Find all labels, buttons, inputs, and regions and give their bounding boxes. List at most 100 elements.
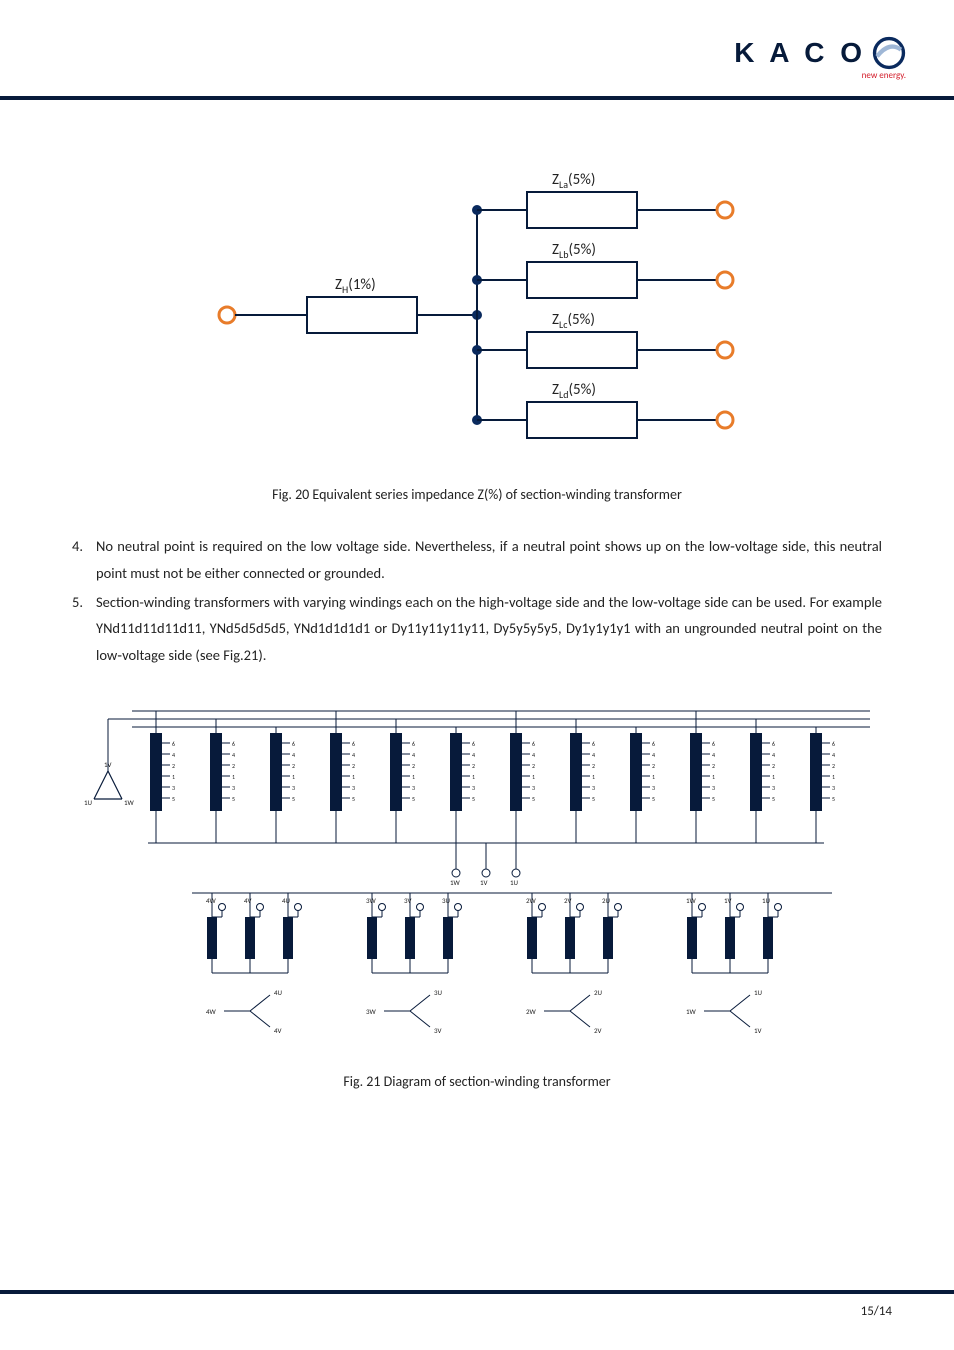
svg-text:1V: 1V (480, 878, 488, 887)
svg-text:2: 2 (172, 762, 175, 770)
svg-text:2U: 2U (602, 896, 611, 905)
svg-text:5: 5 (772, 795, 775, 803)
svg-text:6: 6 (352, 740, 355, 748)
svg-text:3V: 3V (434, 1026, 442, 1035)
fig21-caption: Fig. 21 Diagram of section-winding trans… (72, 1073, 882, 1090)
svg-text:1: 1 (712, 773, 715, 781)
svg-text:6: 6 (292, 740, 295, 748)
svg-text:1W: 1W (124, 798, 135, 807)
svg-text:2: 2 (352, 762, 355, 770)
svg-text:4W: 4W (206, 896, 217, 905)
svg-text:6: 6 (712, 740, 715, 748)
fig21: 1U 1V 1W 6 4 2 1 3 5 6 4 2 1 3 5 6 4 2 1 3 5 6 4 2 1 3 5 6 4 2 1 3 5 6 4 2 1… (72, 693, 882, 1090)
svg-text:5: 5 (472, 795, 475, 803)
svg-text:5: 5 (652, 795, 655, 803)
svg-text:4: 4 (232, 751, 235, 759)
svg-text:1: 1 (652, 773, 655, 781)
svg-text:4: 4 (832, 751, 835, 759)
svg-text:1U: 1U (754, 988, 763, 997)
svg-text:3V: 3V (404, 896, 412, 905)
svg-text:4: 4 (532, 751, 535, 759)
svg-text:5: 5 (832, 795, 835, 803)
svg-text:2: 2 (412, 762, 415, 770)
svg-text:5: 5 (352, 795, 355, 803)
svg-text:3: 3 (772, 784, 775, 792)
svg-text:3: 3 (172, 784, 175, 792)
svg-text:6: 6 (232, 740, 235, 748)
svg-text:3: 3 (592, 784, 595, 792)
svg-text:5: 5 (412, 795, 415, 803)
svg-text:2: 2 (832, 762, 835, 770)
svg-text:4V: 4V (274, 1026, 282, 1035)
svg-text:3: 3 (292, 784, 295, 792)
svg-text:1U: 1U (510, 878, 519, 887)
svg-text:1: 1 (172, 773, 175, 781)
svg-text:1U: 1U (762, 896, 771, 905)
svg-text:5: 5 (292, 795, 295, 803)
svg-text:4: 4 (292, 751, 295, 759)
svg-text:4: 4 (472, 751, 475, 759)
svg-text:2: 2 (292, 762, 295, 770)
fig20-caption: Fig. 20 Equivalent series impedance Z(%)… (72, 486, 882, 503)
page-content: ZH(1%)ZLa(5%)ZLb(5%)ZLc(5%)ZLd(5%) Fig. … (0, 100, 954, 1090)
svg-text:1W: 1W (686, 1007, 697, 1016)
svg-text:5: 5 (172, 795, 175, 803)
list-number: 4. (72, 533, 83, 560)
svg-text:6: 6 (172, 740, 175, 748)
svg-text:3: 3 (832, 784, 835, 792)
svg-text:2: 2 (592, 762, 595, 770)
list-item: 5. Section-winding transformers with var… (72, 589, 882, 669)
svg-text:2: 2 (532, 762, 535, 770)
svg-text:3: 3 (472, 784, 475, 792)
svg-text:2V: 2V (594, 1026, 602, 1035)
svg-text:3U: 3U (434, 988, 443, 997)
svg-text:3: 3 (532, 784, 535, 792)
svg-text:4: 4 (352, 751, 355, 759)
svg-text:4: 4 (412, 751, 415, 759)
svg-text:2: 2 (472, 762, 475, 770)
list-text: Section-winding transformers with varyin… (96, 593, 882, 665)
svg-text:3U: 3U (442, 896, 451, 905)
svg-text:2U: 2U (594, 988, 603, 997)
svg-text:3W: 3W (366, 1007, 377, 1016)
svg-text:4V: 4V (244, 896, 252, 905)
svg-text:6: 6 (592, 740, 595, 748)
svg-text:1W: 1W (686, 896, 697, 905)
svg-text:1: 1 (832, 773, 835, 781)
svg-text:2W: 2W (526, 1007, 537, 1016)
brand-logo: K A C O (734, 36, 906, 70)
body-list: 4. No neutral point is required on the l… (72, 533, 882, 669)
svg-text:3: 3 (232, 784, 235, 792)
page-number: 15/14 (861, 1304, 892, 1319)
svg-text:1V: 1V (724, 896, 732, 905)
svg-text:6: 6 (832, 740, 835, 748)
svg-text:4W: 4W (206, 1007, 217, 1016)
svg-text:3W: 3W (366, 896, 377, 905)
svg-text:6: 6 (532, 740, 535, 748)
brand-tagline: new energy. (862, 70, 906, 81)
svg-text:4U: 4U (282, 896, 291, 905)
svg-text:ZH(1%): ZH(1%) (335, 276, 376, 296)
svg-text:2: 2 (712, 762, 715, 770)
swoosh-icon (872, 36, 906, 70)
svg-text:ZLa(5%): ZLa(5%) (552, 171, 595, 191)
svg-text:2: 2 (232, 762, 235, 770)
svg-text:1: 1 (472, 773, 475, 781)
svg-text:4: 4 (652, 751, 655, 759)
svg-text:6: 6 (412, 740, 415, 748)
svg-text:5: 5 (592, 795, 595, 803)
svg-text:1: 1 (772, 773, 775, 781)
brand-text: K A C O (734, 37, 866, 69)
header: K A C O new energy. (0, 0, 954, 100)
svg-text:1: 1 (232, 773, 235, 781)
svg-text:2: 2 (652, 762, 655, 770)
svg-text:4: 4 (592, 751, 595, 759)
svg-text:ZLd(5%): ZLd(5%) (552, 381, 596, 401)
svg-text:1: 1 (532, 773, 535, 781)
svg-text:5: 5 (232, 795, 235, 803)
footer: 15/14 (0, 1290, 954, 1350)
svg-text:1: 1 (412, 773, 415, 781)
svg-text:5: 5 (712, 795, 715, 803)
svg-text:1V: 1V (754, 1026, 762, 1035)
list-item: 4. No neutral point is required on the l… (72, 533, 882, 587)
